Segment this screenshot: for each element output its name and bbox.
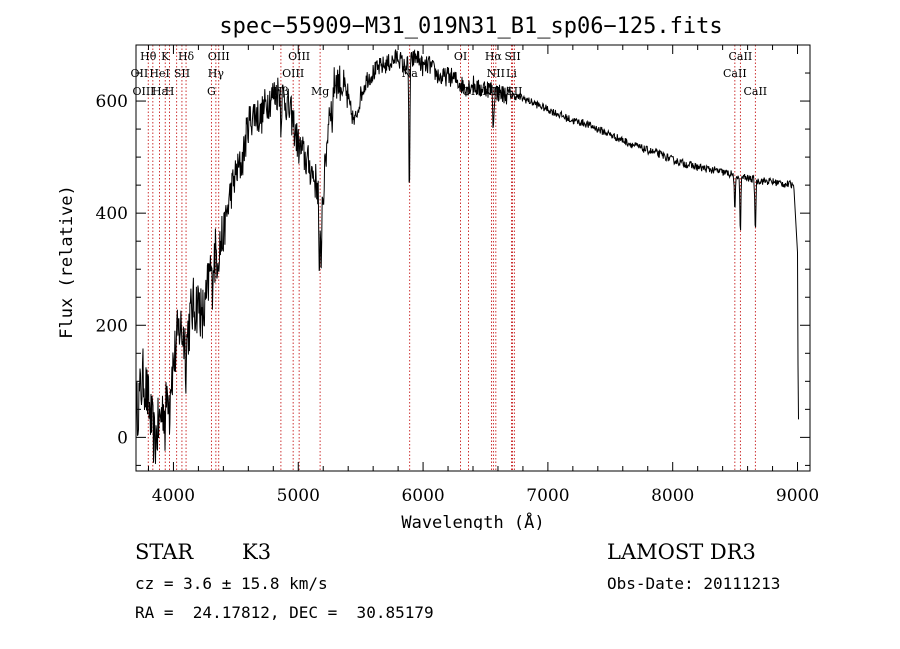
chart-title: spec−55909−M31_019N31_B1_sp06−125.fits: [219, 14, 722, 39]
spectrum-series-line: [135, 48, 799, 464]
redshift-text: cz = 3.6 ± 15.8 km/s: [135, 574, 328, 593]
y-tick-label: 600: [96, 92, 128, 112]
x-tick-label: 8000: [651, 486, 694, 506]
y-tick-label: 200: [96, 316, 128, 336]
line-label-6: Hα: [485, 50, 503, 63]
x-tick-label: 9000: [776, 486, 819, 506]
x-axis-ticks: 4000 5000 6000 7000 8000 9000: [147, 45, 819, 506]
line-label-21: G: [207, 85, 216, 98]
spectrum-chart: spec−55909−M31_019N31_B1_sp06−125.fits H…: [57, 14, 819, 530]
coordinates-text: RA = 24.17812, DEC = 30.85179: [135, 603, 434, 622]
line-label-23: Mg: [311, 85, 329, 98]
line-label-13: OIII: [282, 67, 304, 80]
x-tick-label: 6000: [401, 486, 444, 506]
line-label-11: SII: [174, 67, 190, 80]
line-label-17: CaII: [723, 67, 747, 80]
line-label-0: Hθ: [140, 50, 157, 63]
y-axis-label: Flux (relative): [57, 185, 77, 339]
y-axis-ticks: 0 200 400 600: [96, 44, 810, 466]
line-label-2: Hδ: [178, 50, 195, 63]
line-label-3: OIII: [208, 50, 230, 63]
survey-label: LAMOST DR3: [607, 540, 756, 564]
y-tick-label: 0: [117, 428, 128, 448]
line-label-20: H: [165, 85, 175, 98]
x-axis-label: Wavelength (Å): [401, 511, 544, 530]
plot-frame: [135, 44, 811, 472]
line-label-15: NII: [487, 67, 505, 80]
line-label-19: Hε: [152, 85, 168, 98]
line-label-18: OIII: [132, 85, 154, 98]
x-tick-label: 4000: [152, 486, 195, 506]
line-label-1: K: [161, 50, 170, 63]
line-label-4: OIII: [288, 50, 310, 63]
line-label-10: HeI: [149, 67, 169, 80]
x-tick-label: 7000: [526, 486, 569, 506]
line-label-7: SII: [504, 50, 520, 63]
emission-line-markers: [147, 45, 756, 471]
y-tick-label: 400: [96, 204, 128, 224]
x-tick-label: 5000: [277, 486, 320, 506]
line-label-5: OI: [454, 50, 467, 63]
line-label-16: Li: [506, 67, 517, 80]
class-label: STAR: [135, 540, 194, 564]
obs-date-text: Obs-Date: 20111213: [607, 574, 781, 593]
subclass-label: K3: [242, 540, 272, 564]
line-label-8: CaII: [729, 50, 753, 63]
line-label-12: Hγ: [208, 67, 225, 80]
line-label-27: CaII: [743, 85, 767, 98]
